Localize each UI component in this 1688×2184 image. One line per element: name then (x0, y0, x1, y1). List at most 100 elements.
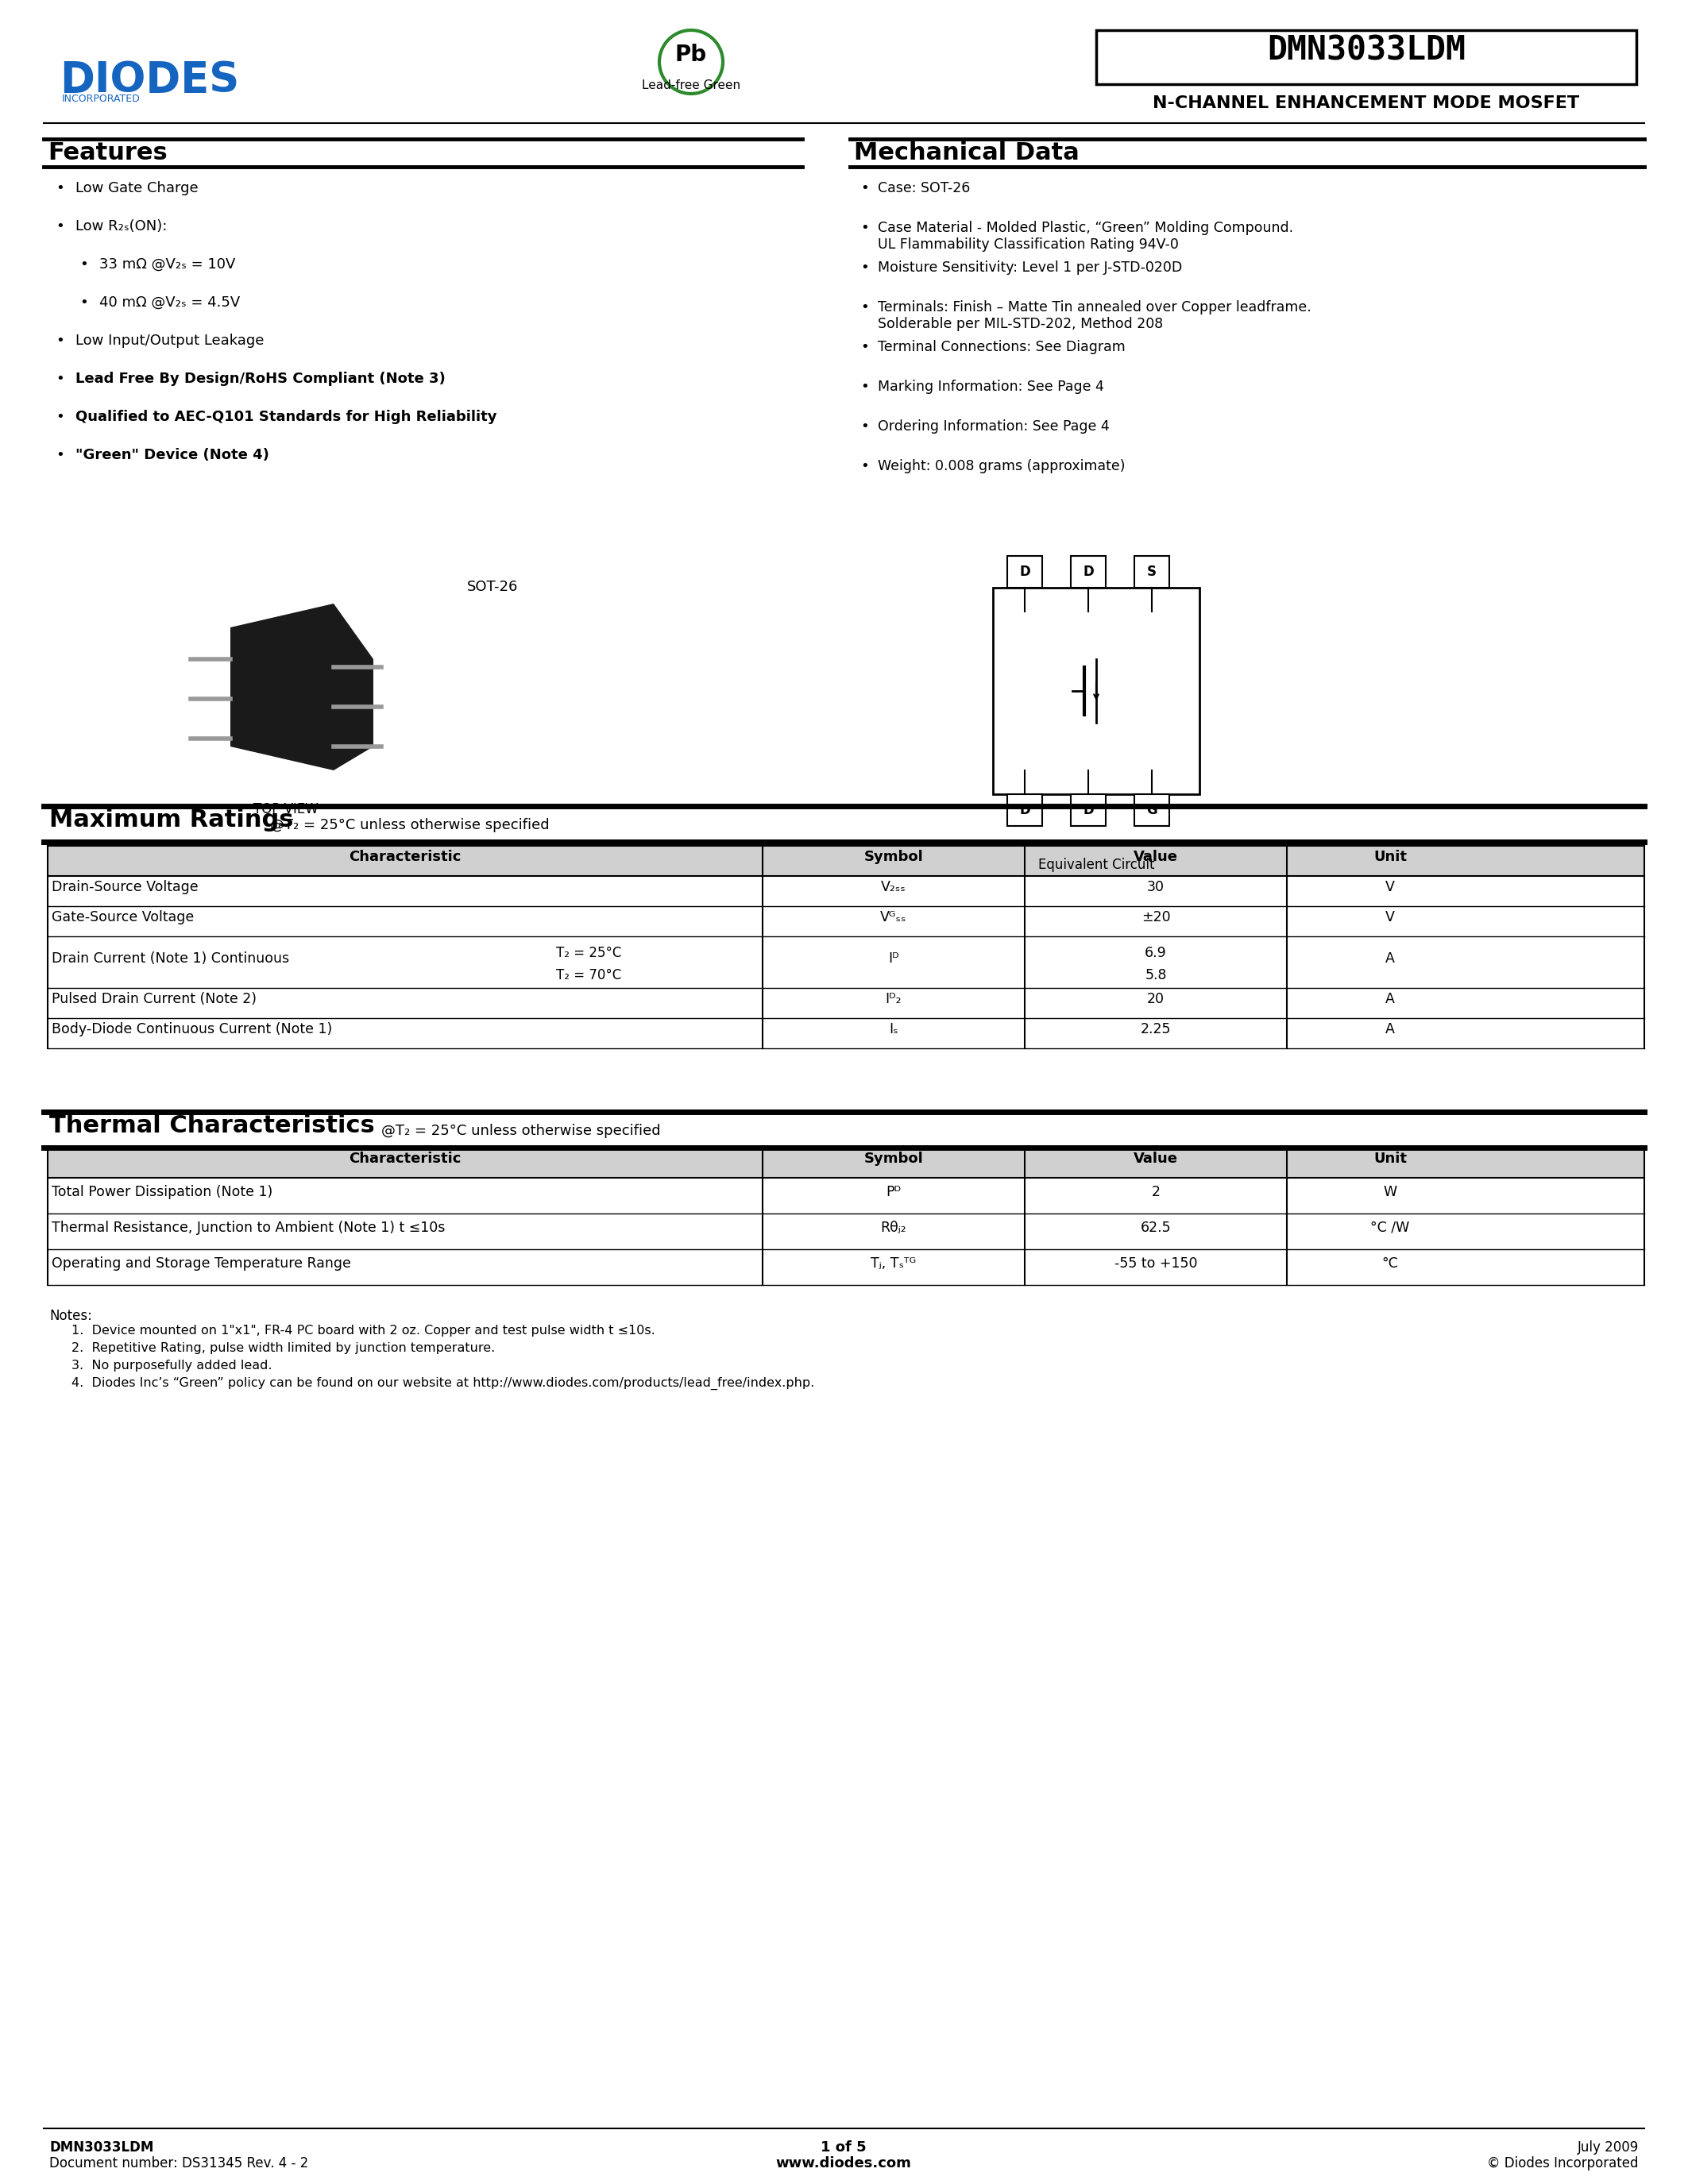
Bar (1134, 557, 1170, 587)
Text: T₂ = 70°C: T₂ = 70°C (555, 968, 621, 983)
Text: 40 mΩ @V₂ₛ = 4.5V: 40 mΩ @V₂ₛ = 4.5V (100, 295, 240, 310)
Text: DMN3033LDM: DMN3033LDM (1268, 33, 1465, 68)
Text: Document number: DS31345 Rev. 4 - 2: Document number: DS31345 Rev. 4 - 2 (49, 2156, 309, 2171)
Text: Low Input/Output Leakage: Low Input/Output Leakage (76, 334, 263, 347)
Text: 2.25: 2.25 (1141, 1022, 1171, 1037)
Text: •: • (56, 181, 64, 194)
Text: •: • (861, 341, 869, 354)
Text: •: • (56, 448, 64, 463)
Text: Body-Diode Continuous Current (Note 1): Body-Diode Continuous Current (Note 1) (52, 1022, 333, 1037)
Text: Low Gate Charge: Low Gate Charge (76, 181, 197, 194)
Text: 6.9: 6.9 (1144, 946, 1166, 961)
Text: Rθⱼ₂: Rθⱼ₂ (881, 1221, 906, 1234)
Text: Ordering Information: See Page 4: Ordering Information: See Page 4 (878, 419, 1109, 435)
Text: Total Power Dissipation (Note 1): Total Power Dissipation (Note 1) (52, 1184, 273, 1199)
Text: Gate-Source Voltage: Gate-Source Voltage (52, 911, 194, 924)
Text: 33 mΩ @V₂ₛ = 10V: 33 mΩ @V₂ₛ = 10V (100, 258, 235, 271)
Text: •: • (861, 419, 869, 435)
Text: •: • (56, 218, 64, 234)
Text: Lead-free Green: Lead-free Green (641, 79, 741, 92)
Text: Weight: 0.008 grams (approximate): Weight: 0.008 grams (approximate) (878, 459, 1126, 474)
Text: TOP VIEW: TOP VIEW (253, 802, 319, 817)
Text: •: • (56, 411, 64, 424)
Text: Value: Value (1134, 1151, 1178, 1166)
Text: Moisture Sensitivity: Level 1 per J-STD-020D: Moisture Sensitivity: Level 1 per J-STD-… (878, 260, 1182, 275)
Text: V: V (1386, 911, 1394, 924)
Text: V: V (1386, 880, 1394, 893)
Text: A: A (1386, 1022, 1394, 1037)
Text: 3.  No purposefully added lead.: 3. No purposefully added lead. (71, 1361, 272, 1372)
Text: 30: 30 (1148, 880, 1165, 893)
Text: D: D (1082, 804, 1094, 817)
Text: Pb: Pb (675, 44, 707, 66)
Bar (1008, 557, 1041, 587)
Text: INCORPORATED: INCORPORATED (62, 94, 140, 105)
Text: •: • (56, 334, 64, 347)
Text: Thermal Characteristics: Thermal Characteristics (49, 1114, 375, 1138)
Text: S: S (1148, 566, 1156, 579)
Text: © Diodes Incorporated: © Diodes Incorporated (1487, 2156, 1639, 2171)
Text: Notes:: Notes: (49, 1308, 93, 1324)
Text: Terminals: Finish – Matte Tin annealed over Copper leadframe.
Solderable per MIL: Terminals: Finish – Matte Tin annealed o… (878, 299, 1312, 332)
Bar (1008, 795, 1041, 826)
Text: Equivalent Circuit: Equivalent Circuit (1038, 858, 1155, 871)
Text: A: A (1386, 950, 1394, 965)
Text: •: • (56, 371, 64, 387)
Text: Pᴰ: Pᴰ (886, 1184, 901, 1199)
Text: Operating and Storage Temperature Range: Operating and Storage Temperature Range (52, 1256, 351, 1271)
Text: Mechanical Data: Mechanical Data (854, 142, 1079, 164)
Text: 4.  Diodes Inc’s “Green” policy can be found on our website at http://www.diodes: 4. Diodes Inc’s “Green” policy can be fo… (71, 1378, 814, 1389)
Text: •: • (861, 221, 869, 236)
Text: •: • (79, 258, 88, 271)
Text: Symbol: Symbol (864, 850, 923, 865)
Text: Characteristic: Characteristic (349, 850, 461, 865)
Text: N-CHANNEL ENHANCEMENT MODE MOSFET: N-CHANNEL ENHANCEMENT MODE MOSFET (1153, 96, 1580, 111)
Text: Iₛ: Iₛ (890, 1022, 898, 1037)
Bar (1096, 31, 1636, 85)
Bar (47, 1147, 1644, 1177)
Text: @T₂ = 25°C unless otherwise specified: @T₂ = 25°C unless otherwise specified (381, 1125, 660, 1138)
Text: •: • (79, 295, 88, 310)
Bar (1134, 795, 1170, 826)
Text: D: D (1020, 804, 1030, 817)
Text: °C: °C (1382, 1256, 1398, 1271)
Text: °C /W: °C /W (1371, 1221, 1409, 1234)
Text: 1 of 5: 1 of 5 (820, 2140, 866, 2156)
Text: •: • (861, 459, 869, 474)
Text: Vᴳₛₛ: Vᴳₛₛ (881, 911, 906, 924)
Text: Maximum Ratings: Maximum Ratings (49, 808, 294, 832)
Text: www.diodes.com: www.diodes.com (776, 2156, 912, 2171)
Text: Drain Current (Note 1) Continuous: Drain Current (Note 1) Continuous (52, 950, 289, 965)
Text: •: • (861, 299, 869, 314)
Text: •: • (861, 380, 869, 393)
Text: G: G (1146, 804, 1158, 817)
Text: Iᴰ₂: Iᴰ₂ (886, 992, 901, 1007)
Bar (993, 587, 1200, 795)
Text: Low R₂ₛ(ON):: Low R₂ₛ(ON): (76, 218, 167, 234)
Text: @T₂ = 25°C unless otherwise specified: @T₂ = 25°C unless otherwise specified (270, 819, 549, 832)
Text: Pulsed Drain Current (Note 2): Pulsed Drain Current (Note 2) (52, 992, 257, 1007)
Text: T₂ = 25°C: T₂ = 25°C (555, 946, 621, 961)
Text: 2.  Repetitive Rating, pulse width limited by junction temperature.: 2. Repetitive Rating, pulse width limite… (71, 1343, 495, 1354)
Text: 1.  Device mounted on 1"x1", FR-4 PC board with 2 oz. Copper and test pulse widt: 1. Device mounted on 1"x1", FR-4 PC boar… (71, 1326, 655, 1337)
Text: D: D (1082, 566, 1094, 579)
Text: •: • (861, 260, 869, 275)
Text: 62.5: 62.5 (1141, 1221, 1171, 1234)
Text: Unit: Unit (1374, 850, 1406, 865)
Text: 20: 20 (1148, 992, 1165, 1007)
Text: Drain-Source Voltage: Drain-Source Voltage (52, 880, 197, 893)
Bar (1070, 795, 1106, 826)
Text: "Green" Device (Note 4): "Green" Device (Note 4) (76, 448, 268, 463)
Text: Symbol: Symbol (864, 1151, 923, 1166)
Text: Unit: Unit (1374, 1151, 1406, 1166)
Bar (1070, 557, 1106, 587)
Text: Thermal Resistance, Junction to Ambient (Note 1) t ≤10s: Thermal Resistance, Junction to Ambient … (52, 1221, 446, 1234)
Text: -55 to +150: -55 to +150 (1114, 1256, 1197, 1271)
Text: Characteristic: Characteristic (349, 1151, 461, 1166)
Text: DMN3033LDM: DMN3033LDM (49, 2140, 154, 2156)
Text: Iᴰ: Iᴰ (888, 950, 900, 965)
Text: DIODES: DIODES (59, 59, 240, 100)
Text: A: A (1386, 992, 1394, 1007)
Polygon shape (230, 603, 373, 771)
Bar (47, 845, 1644, 876)
